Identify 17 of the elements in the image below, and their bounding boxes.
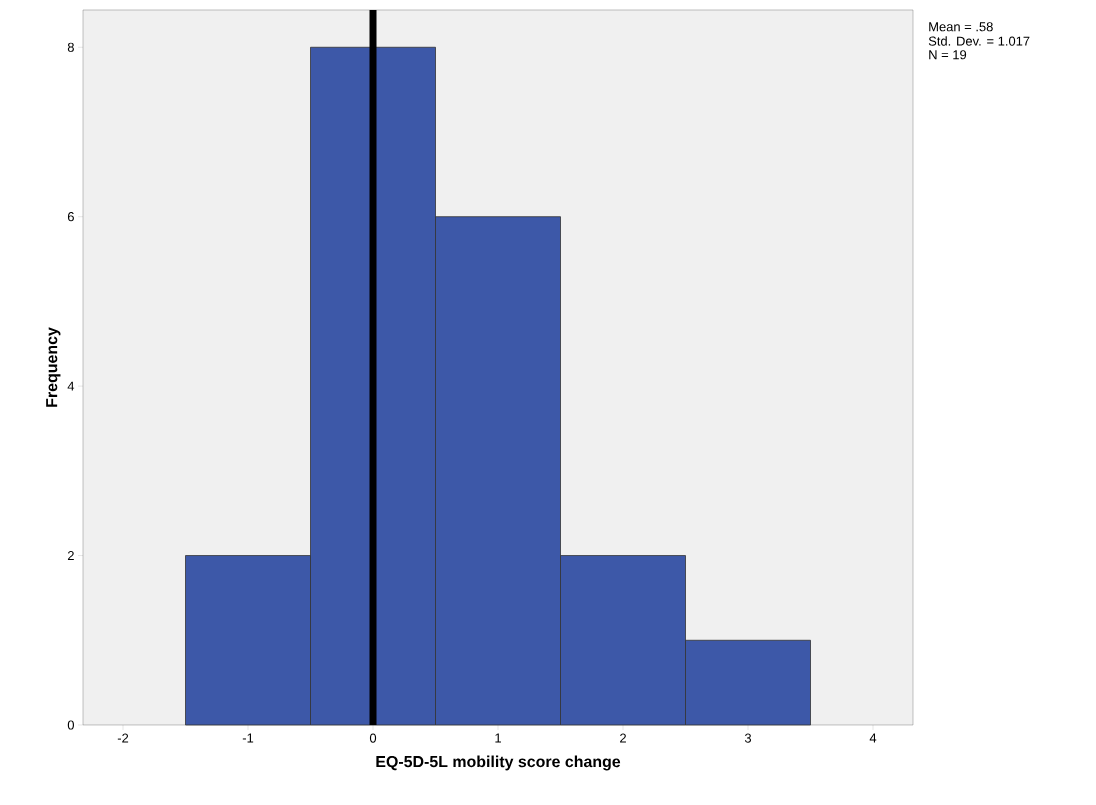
x-tick-label: 3	[744, 733, 752, 743]
x-tick-label: -2	[117, 733, 129, 743]
y-tick-label: 0	[67, 720, 74, 730]
x-tick-label: 2	[620, 733, 626, 743]
y-tick-label: 8	[67, 42, 74, 52]
x-tick-label: -1	[242, 733, 254, 743]
x-tick-label: 1	[495, 733, 501, 743]
x-tick-label: 0	[369, 733, 377, 743]
text: N = 19	[929, 50, 967, 60]
text: Std. Dev. = 1.017	[928, 36, 1030, 46]
y-axis-title: Frequency	[46, 327, 61, 407]
text: Mean = .58	[929, 22, 993, 32]
y-tick-label: 4	[67, 381, 75, 391]
y-tick-label: 2	[67, 551, 74, 561]
x-axis-title: EQ-5D-5L mobility score change	[376, 755, 621, 771]
x-tick-label: 4	[869, 733, 877, 743]
y-tick-label: 6	[67, 212, 74, 222]
